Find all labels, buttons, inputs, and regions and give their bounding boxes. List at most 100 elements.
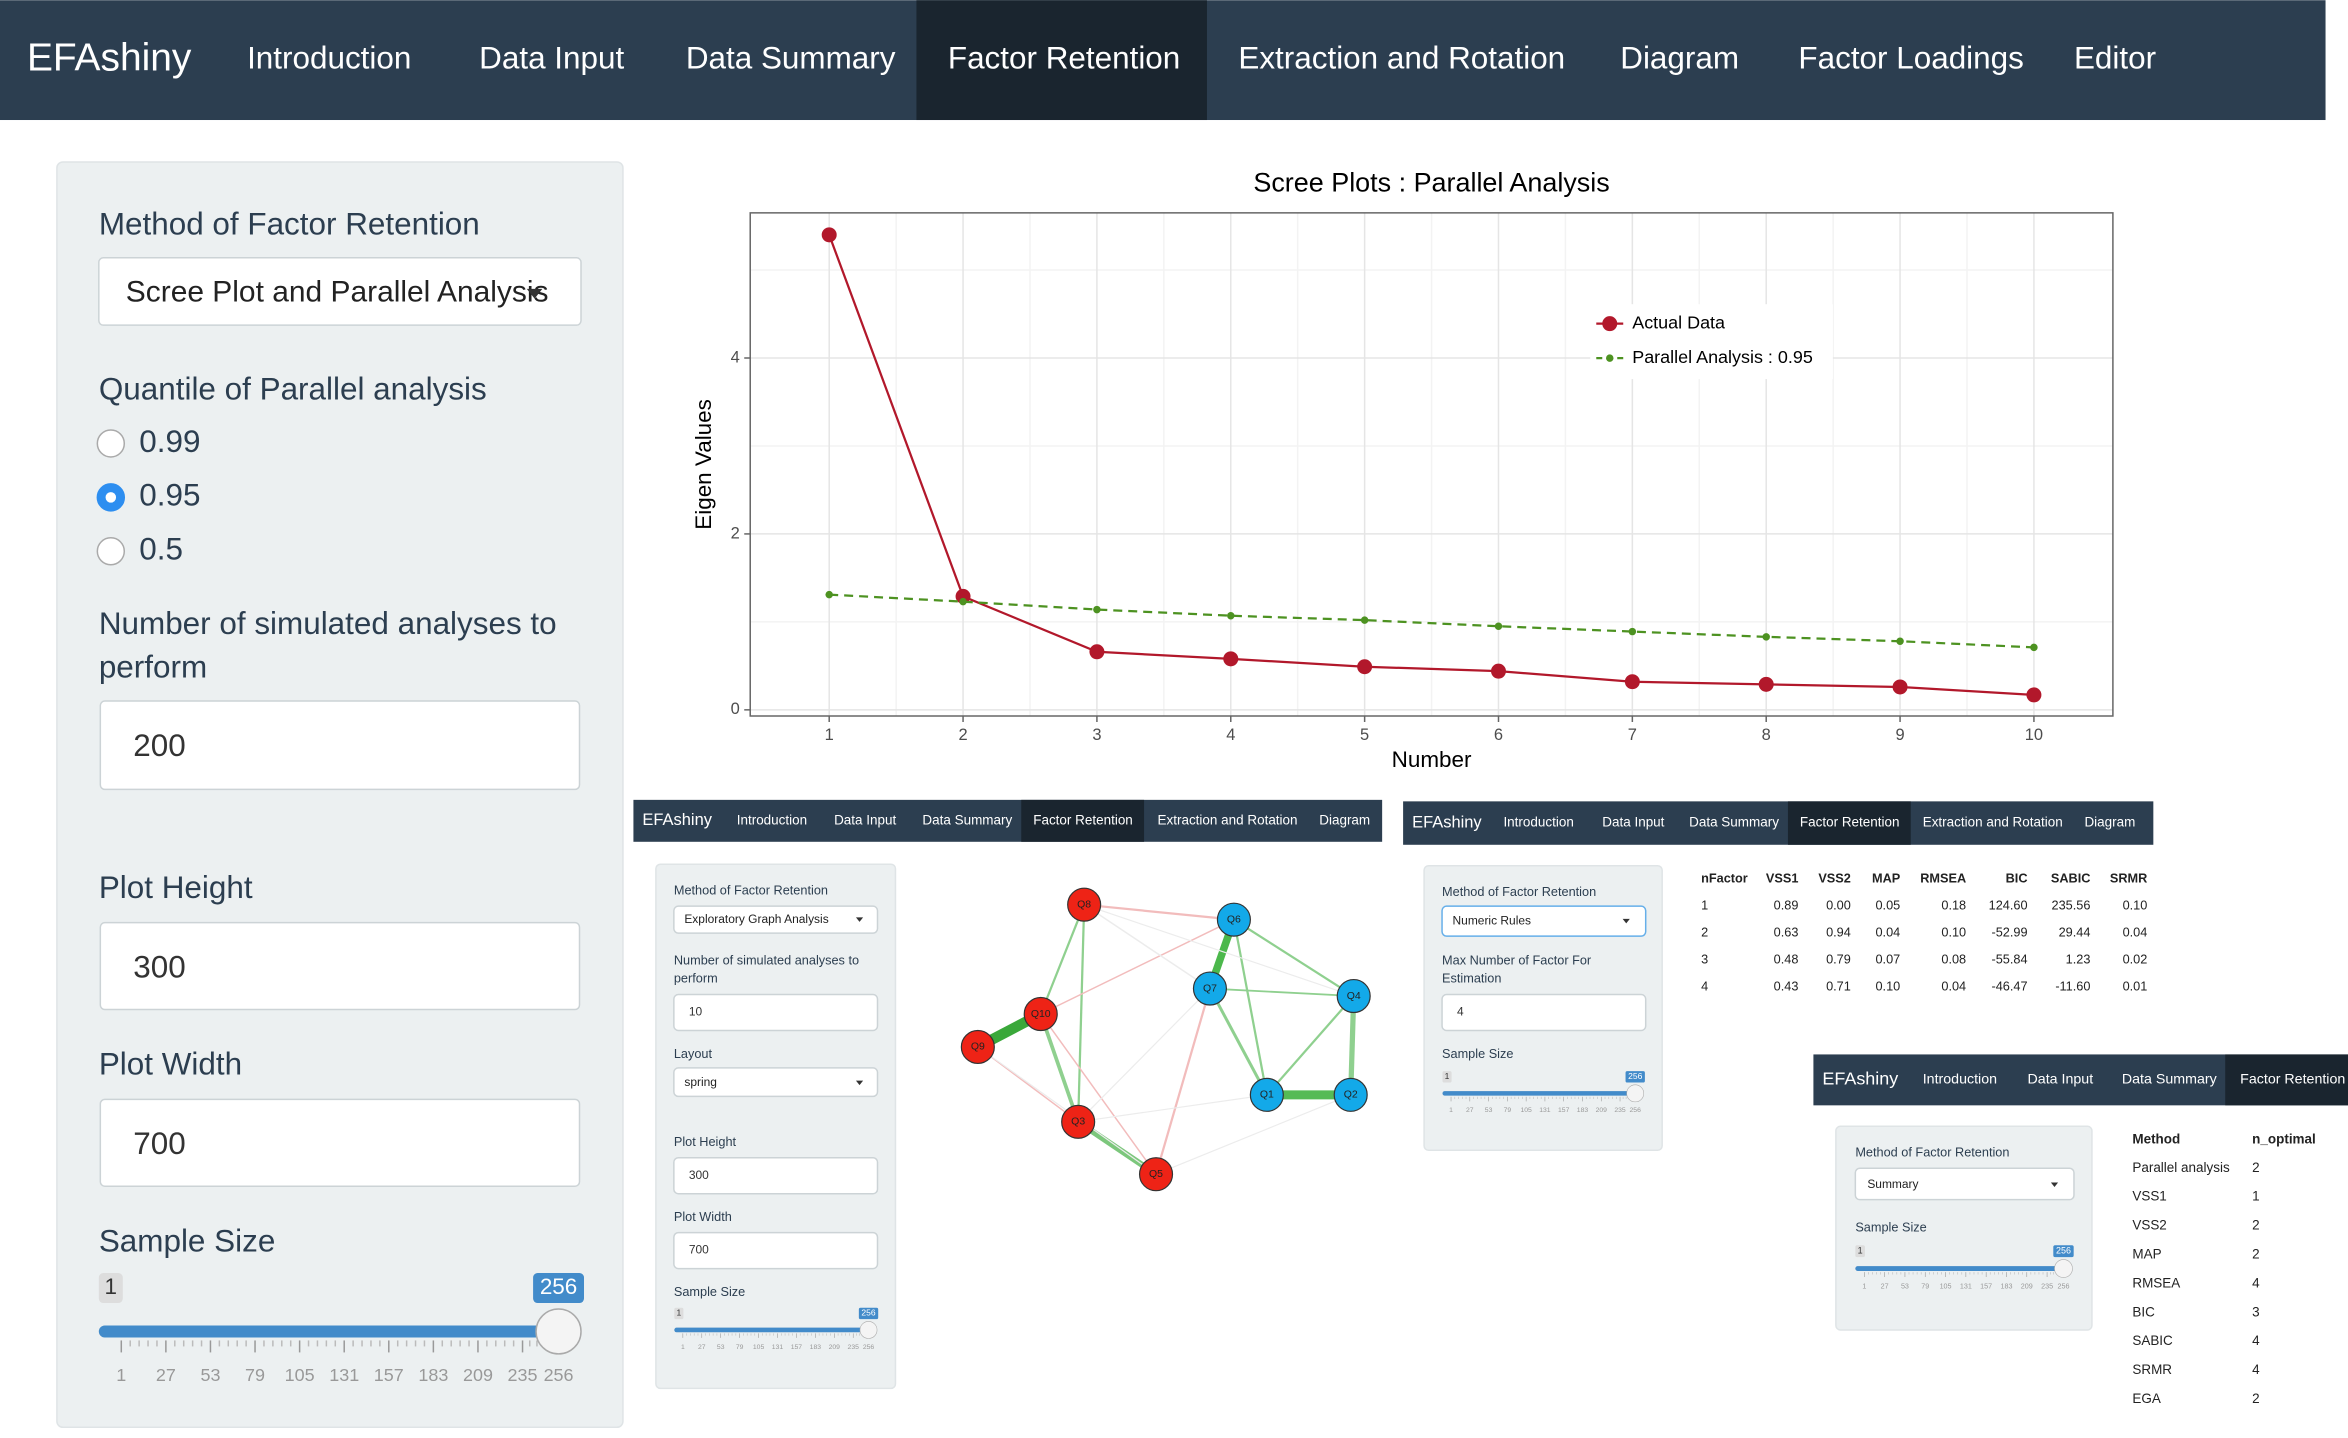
x-tick-label: 6 [1494,726,1503,744]
active-tab [1021,799,1145,842]
input-value: 4 [1457,1005,1464,1019]
select[interactable] [673,1067,879,1098]
dropdown-arrow [526,288,543,299]
input-value: 10 [689,1005,703,1019]
table-cell: 2 [2252,1160,2260,1175]
slider-tick-label: 157 [374,1365,404,1385]
slider-min-badge [1442,1071,1452,1083]
nav-tab[interactable]: Extraction and Rotation [1923,815,2063,830]
select[interactable] [1854,1167,2075,1201]
x-tick-label: 10 [2025,726,2043,744]
nav-tab[interactable]: Factor Retention [1033,812,1133,827]
nav-tab[interactable]: Data Summary [1689,815,1779,830]
table-cell: 2 [2252,1218,2260,1233]
network-edge [1083,904,1354,997]
network-edge [1077,988,1211,1123]
table-cell: 3 [2252,1304,2260,1319]
slider-tick-label: 183 [418,1365,448,1385]
radio[interactable] [96,537,126,566]
table-cell: 0.79 [1826,951,1851,966]
slider-handle[interactable] [2054,1259,2073,1278]
slider-max-badge [1625,1071,1645,1083]
nav-tab[interactable]: Introduction [737,812,807,827]
legend-marker [1606,354,1614,362]
nav-tab[interactable]: Data Input [2028,1072,2094,1088]
slider-handle[interactable] [859,1321,878,1339]
table-cell: 0.01 [2123,978,2148,993]
brand: EFAshiny [1412,813,1482,831]
nav-tab[interactable]: Factor Loadings [1798,40,2023,75]
nav-tab[interactable]: Data Input [834,812,896,827]
nav-tab[interactable]: Introduction [247,40,411,75]
nav-tab[interactable]: Diagram [1620,40,1739,75]
slider-min: 1 [105,1274,118,1299]
nav-tab[interactable]: Diagram [1319,812,1370,827]
network-node [1249,1077,1284,1112]
label: Number of simulated analyses to perform [674,953,863,986]
table-cell: 1.23 [2066,951,2091,966]
dropdown-arrow [855,1080,864,1086]
data-point [1494,622,1503,631]
table-cell: 0.18 [1941,898,1966,913]
select[interactable] [1441,905,1647,937]
slider-handle[interactable] [1626,1084,1645,1103]
select[interactable] [673,905,879,934]
nav-tab[interactable]: Factor Retention [1800,815,1900,830]
slider-tick-label: 53 [1485,1107,1493,1114]
nav-tab[interactable]: Data Summary [686,40,896,75]
table-cell: 4 [2252,1275,2260,1290]
series-line [829,593,2034,649]
nav-tab[interactable]: Data Summary [2122,1072,2218,1088]
nav-tab[interactable]: Factor Retention [948,40,1180,75]
input-value: 300 [133,949,185,984]
input[interactable] [673,993,879,1032]
table-header: MAP [1872,871,1901,886]
input[interactable] [1441,993,1647,1032]
active-tab [916,0,1207,121]
label: Method of Factor Retention [1855,1145,2009,1160]
nav-tab[interactable]: Diagram [2084,815,2135,830]
label: Plot Width [674,1209,732,1224]
table-cell: 0.63 [1774,924,1799,939]
slider-tick-label: 209 [1596,1107,1608,1114]
node-label: Q5 [1149,1169,1163,1180]
data-point [1896,637,1904,645]
slider-tick-label: 256 [2058,1282,2070,1290]
slider-tick-label: 1 [1862,1282,1866,1290]
slider-handle[interactable] [535,1308,582,1355]
nav-tab[interactable]: Extraction and Rotation [1238,40,1565,75]
nav-tab[interactable]: Introduction [1503,815,1573,830]
input[interactable] [673,1231,879,1270]
radio-dot [105,492,117,503]
radio[interactable] [96,429,126,458]
slider-tick-label: 1 [116,1365,126,1385]
nav-tab[interactable]: Data Input [1602,815,1664,830]
network-edge [1077,904,1086,1122]
slider-tick-label: 235 [508,1365,538,1385]
slider-tick-label: 53 [200,1365,220,1385]
nav-tab[interactable]: Editor [2074,40,2156,75]
nav-tab[interactable]: Data Summary [922,812,1012,827]
table-cell: Parallel analysis [2132,1160,2230,1175]
input[interactable] [99,921,581,1011]
nav-tab[interactable]: Extraction and Rotation [1158,812,1298,827]
table-cell: 3 [1701,951,1708,966]
slider-tick-label: 53 [1901,1282,1909,1290]
slider-tick-label: 209 [829,1344,841,1351]
nav-tab[interactable]: Introduction [1923,1072,1997,1088]
table-cell: 0.04 [1941,978,1966,993]
data-point [1762,633,1770,641]
table-cell: 2 [1701,924,1708,939]
network-edge [1233,918,1355,997]
input[interactable] [99,700,581,791]
input[interactable] [99,1098,581,1187]
x-tick-label: 5 [1360,726,1369,744]
select[interactable] [98,257,582,326]
nav-tab[interactable]: Factor Retention [2240,1072,2345,1088]
nav-tab[interactable]: Data Input [479,40,624,75]
table-header: VSS1 [1766,871,1799,886]
input[interactable] [673,1157,879,1195]
slider-min: 1 [1858,1246,1863,1256]
dropdown-arrow [1622,918,1630,924]
label: Sample Size [1442,1046,1513,1061]
